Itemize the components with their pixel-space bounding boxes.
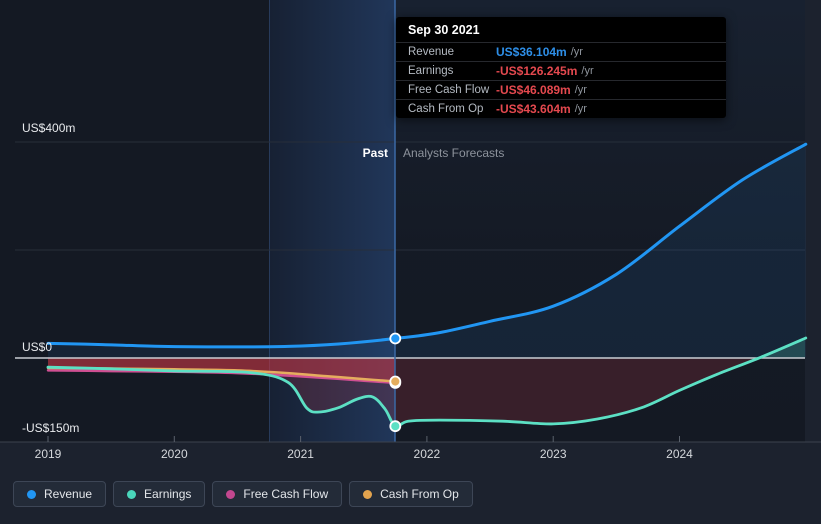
x-axis-label-2019: 2019 <box>34 447 62 461</box>
tooltip-row-unit: /yr <box>570 46 583 58</box>
x-axis-label-2021: 2021 <box>287 447 314 461</box>
free-cash-flow-legend-dot-icon <box>226 489 236 499</box>
tooltip-row-cash-from-op: Cash From Op -US$43.604m/yr <box>396 99 726 118</box>
tooltip-row-value: -US$126.245m <box>496 64 578 78</box>
tooltip-row-label: Earnings <box>408 65 454 77</box>
tooltip-row-label: Free Cash Flow <box>408 84 490 96</box>
earnings-legend-dot-icon <box>127 489 137 499</box>
legend-label: Earnings <box>144 487 192 501</box>
tooltip-row-label: Cash From Op <box>408 103 484 115</box>
tooltip-row-revenue: Revenue US$36.104m/yr <box>396 42 726 61</box>
cash-from-op-marker-dot[interactable] <box>389 375 402 388</box>
earnings-line <box>46 336 808 428</box>
legend-label: Cash From Op <box>380 487 459 501</box>
y-axis-label-neg150m: -US$150m <box>22 421 80 435</box>
legend-label: Revenue <box>44 487 93 501</box>
x-axis-ticks <box>47 436 680 442</box>
legend-button-earnings[interactable]: Earnings <box>113 481 206 507</box>
x-axis-label-2024: 2024 <box>666 447 693 461</box>
y-axis-label-0: US$0 <box>22 340 53 354</box>
past-label: Past <box>362 146 388 160</box>
data-tooltip: Sep 30 2021 Revenue US$36.104m/yr Earnings… <box>396 17 726 118</box>
earnings-marker-dot[interactable] <box>389 420 402 433</box>
legend-label: Free Cash Flow <box>243 487 329 501</box>
tooltip-row-earnings: Earnings -US$126.245m/yr <box>396 61 726 80</box>
legend-bar: Revenue Earnings Free Cash Flow Cash From O… <box>13 481 473 507</box>
past-band-left-edge <box>269 0 270 442</box>
legend-button-revenue[interactable]: Revenue <box>13 481 107 507</box>
tooltip-row-value: US$36.104m <box>496 45 567 59</box>
tooltip-row-value: -US$43.604m <box>496 102 571 116</box>
revenue-marker-dot[interactable] <box>389 332 402 345</box>
tooltip-row-unit: /yr <box>574 84 587 96</box>
x-axis-label-2023: 2023 <box>539 447 567 461</box>
tooltip-row-value: -US$46.089m <box>496 83 571 97</box>
y-axis-label-400m: US$400m <box>22 121 76 135</box>
tooltip-row-label: Revenue <box>408 46 455 58</box>
legend-button-cash-from-op[interactable]: Cash From Op <box>349 481 473 507</box>
tooltip-row-unit: /yr <box>581 65 594 77</box>
earnings-negative-area-fill <box>48 358 805 427</box>
x-axis-label-2022: 2022 <box>413 447 441 461</box>
tooltip-row-unit: /yr <box>574 103 587 115</box>
analysts-forecasts-label: Analysts Forecasts <box>403 146 505 160</box>
revenue-legend-dot-icon <box>27 489 36 499</box>
cash-from-op-legend-dot-icon <box>363 489 373 499</box>
past-year-highlight-band <box>269 0 395 442</box>
revenue-area-fill <box>48 144 806 358</box>
tooltip-row-free-cash-flow: Free Cash Flow -US$46.089m/yr <box>396 80 726 99</box>
legend-button-free-cash-flow[interactable]: Free Cash Flow <box>212 481 343 507</box>
x-axis-label-2020: 2020 <box>160 447 188 461</box>
revenue-line <box>46 142 808 349</box>
tooltip-date: Sep 30 2021 <box>408 23 480 37</box>
